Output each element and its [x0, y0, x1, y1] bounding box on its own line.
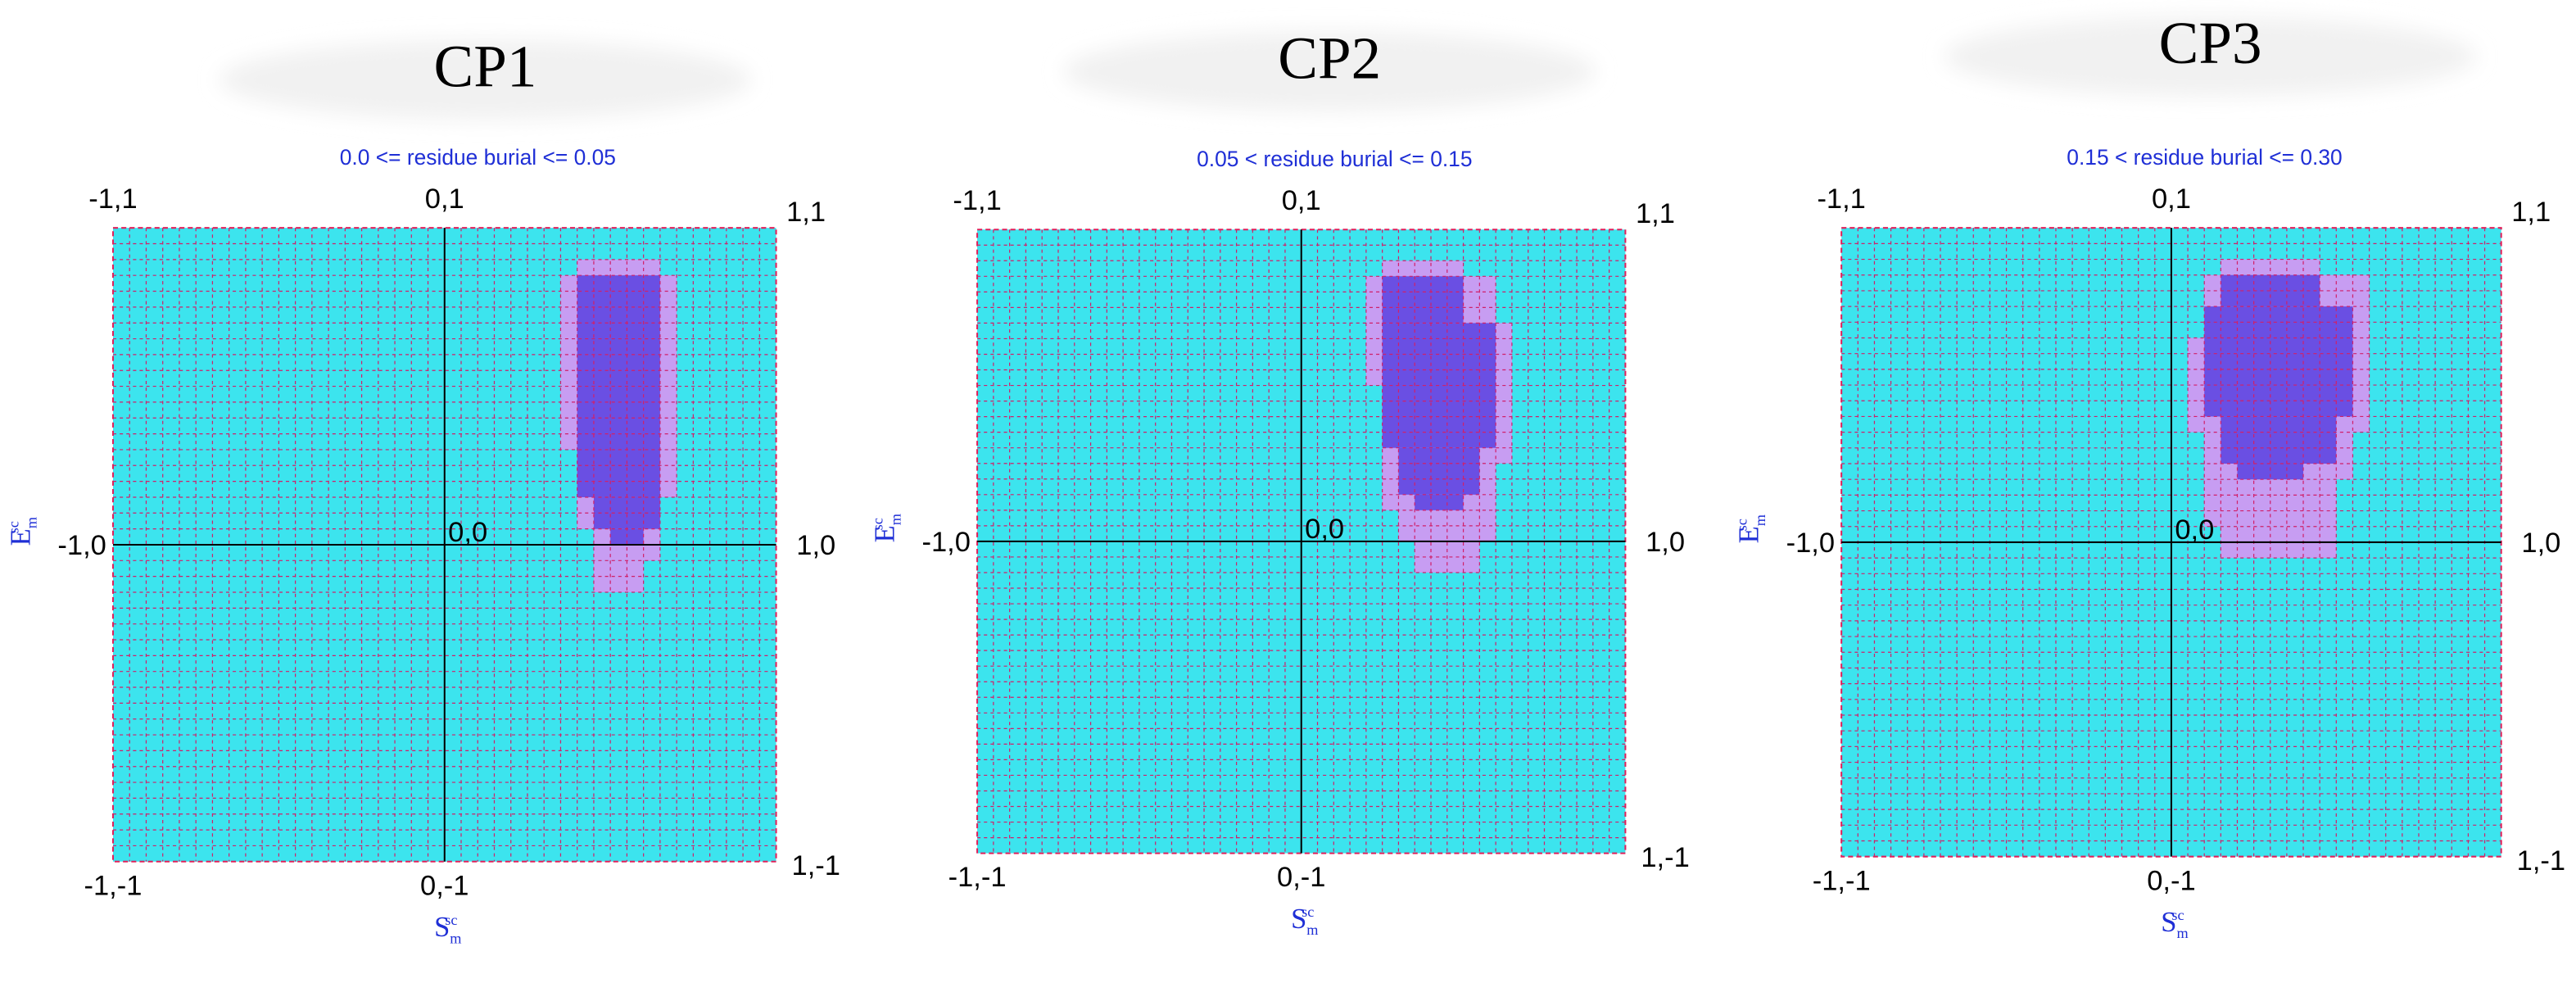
corner-label: 0,1: [2152, 183, 2191, 215]
panel: CP2 0.05 < residue burial <= 0.15 -1,1 0,1 1…: [869, 25, 1689, 938]
panel: CP1 0.0 <= residue burial <= 0.05 -1,1 0,1 1…: [5, 34, 840, 947]
corner-label: -1,1: [88, 183, 137, 215]
y-axis-label: Emsc: [1734, 514, 1768, 543]
corner-label: 0,0: [2175, 514, 2214, 546]
corner-label: -1,-1: [948, 862, 1007, 893]
light-region-cells: [577, 259, 660, 276]
corner-label: 1,-1: [792, 850, 840, 881]
corner-label: -1,0: [1786, 528, 1835, 559]
corner-label: -1,1: [1817, 183, 1865, 215]
corner-label: 1,1: [2511, 197, 2551, 228]
axis-label-base: E: [6, 528, 37, 546]
axis-label-base: E: [1734, 526, 1765, 543]
title-backdrop: [1063, 31, 1596, 112]
corner-label: 1,1: [1636, 198, 1675, 229]
axis-label-sup: sc: [2171, 907, 2184, 923]
x-axis-label: Sm sc: [434, 912, 461, 946]
x-axis-label: Sm sc: [2161, 907, 2188, 941]
corner-label: 0,1: [1282, 185, 1321, 216]
corner-label: -1,0: [922, 527, 971, 558]
title-backdrop: [219, 39, 752, 120]
corner-label: 0,0: [448, 517, 487, 548]
corner-label: 1,-1: [1641, 842, 1689, 873]
dark-region-cells: [1382, 276, 1464, 324]
axis-label-sup: sc: [869, 518, 885, 530]
panel-subtitle: 0.05 < residue burial <= 0.15: [1197, 147, 1472, 171]
corner-label: -1,-1: [1813, 865, 1871, 896]
corner-label: -1,-1: [84, 870, 143, 901]
panel-title: CP1: [434, 34, 537, 100]
corner-label: 0,-1: [2147, 865, 2195, 896]
corner-label: 1,0: [2521, 528, 2560, 559]
dark-region-cells: [1398, 447, 1480, 495]
axis-label-base: S: [1291, 904, 1306, 935]
panel-title: CP3: [2159, 10, 2262, 76]
corner-label: -1,0: [57, 530, 106, 561]
panel-subtitle: 0.0 <= residue burial <= 0.05: [340, 145, 616, 170]
axis-label-sup: sc: [5, 521, 21, 533]
light-region-cells: [1382, 260, 1464, 277]
light-region-cells: [2221, 259, 2320, 275]
panel-subtitle: 0.15 < residue burial <= 0.30: [2067, 145, 2342, 170]
corner-label: 1,-1: [2517, 845, 2565, 877]
y-axis-label: Emsc: [869, 514, 903, 542]
dark-region-cells: [1415, 494, 1464, 510]
axis-label-sup: sc: [1734, 519, 1750, 531]
panel: CP3 0.15 < residue burial <= 0.30 -1,1 0,1 1…: [1734, 10, 2566, 941]
axis-label-sub: m: [1752, 514, 1768, 526]
axis-label-sub: m: [24, 517, 40, 528]
corner-label: 0,1: [425, 183, 464, 215]
axis-label-sub: m: [2176, 925, 2188, 941]
corner-label: 1,0: [796, 530, 835, 561]
axis-label-sup: sc: [1302, 904, 1314, 920]
x-axis-label: Sm sc: [1291, 904, 1318, 938]
panel-title: CP2: [1278, 25, 1381, 91]
dark-region-cells: [2221, 416, 2337, 464]
axis-label-base: S: [434, 912, 450, 943]
corner-label: 1,0: [1646, 527, 1685, 558]
corner-label: -1,1: [953, 185, 1001, 216]
corner-label: 0,-1: [1277, 862, 1325, 893]
corner-label: 0,0: [1305, 514, 1344, 545]
corner-label: 1,1: [786, 197, 826, 228]
axis-label-sub: m: [888, 514, 904, 525]
corner-label: 0,-1: [420, 870, 469, 901]
axis-label-sub: m: [450, 930, 461, 946]
dark-region-cells: [2204, 306, 2353, 417]
title-backdrop: [1944, 16, 2477, 97]
y-axis-label: Emsc: [5, 517, 39, 546]
axis-label-sup: sc: [445, 912, 457, 928]
axis-label-base: E: [870, 525, 901, 542]
axis-label-base: S: [2161, 907, 2176, 938]
axis-label-sub: m: [1306, 922, 1318, 938]
